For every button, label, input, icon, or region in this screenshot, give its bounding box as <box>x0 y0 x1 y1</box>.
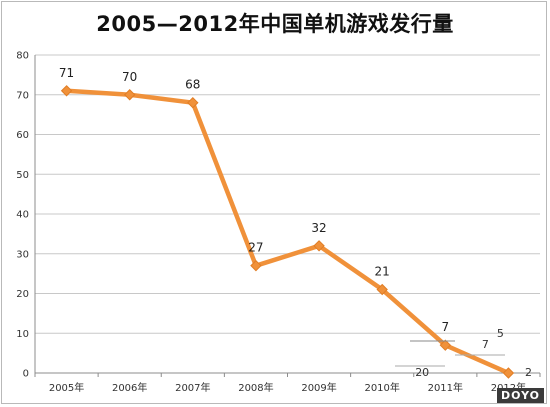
y-tick-label: 0 <box>23 369 29 380</box>
data-label: 27 <box>248 241 263 255</box>
x-tick-label: 2006年 <box>112 381 147 394</box>
y-tick-label: 10 <box>16 329 29 340</box>
y-tick-label: 40 <box>16 210 29 221</box>
data-label: 32 <box>311 221 326 235</box>
overlay-label: 5 <box>497 327 504 340</box>
series-line <box>64 88 511 376</box>
y-tick-label: 20 <box>16 289 29 300</box>
data-labels: 71 70 68 27 32 21 7 <box>59 66 449 334</box>
x-tick-label: 2010年 <box>364 381 399 394</box>
chart-title: 2005—2012年中国单机游戏发行量 <box>96 12 454 36</box>
y-tick-label: 80 <box>16 51 29 62</box>
x-tick-labels: 2005年2006年2007年2008年2009年2010年2011年2012年 <box>49 381 526 394</box>
overlay-label: 2 <box>525 366 532 379</box>
data-label: 68 <box>185 78 200 92</box>
axes <box>34 55 541 377</box>
y-tick-label: 60 <box>16 130 29 141</box>
gridlines <box>35 54 540 334</box>
y-tick-label: 70 <box>16 90 29 101</box>
x-tick-label: 2008年 <box>238 381 273 394</box>
data-label: 70 <box>122 70 137 84</box>
data-point <box>376 283 388 296</box>
x-tick-label: 2007年 <box>175 381 210 394</box>
data-point <box>502 367 515 379</box>
watermark-logo: DOYO <box>496 388 544 403</box>
y-tick-label: 30 <box>16 249 29 260</box>
x-tick-label: 2009年 <box>301 381 336 394</box>
x-tick-label: 2005年 <box>49 381 84 394</box>
data-label: 7 <box>441 320 449 334</box>
data-point <box>60 85 73 97</box>
data-point <box>313 240 325 252</box>
data-point <box>123 89 136 101</box>
overlay-label: 20 <box>415 366 429 379</box>
data-point <box>250 259 262 272</box>
x-tick-label: 2011年 <box>428 381 463 394</box>
data-label: 21 <box>375 265 390 279</box>
data-points <box>60 85 515 379</box>
y-tick-labels: 0 10 20 30 40 50 60 70 80 <box>16 51 29 380</box>
y-tick-label: 50 <box>16 170 29 181</box>
data-point <box>439 339 452 351</box>
data-point <box>187 96 199 109</box>
overlay-label: 7 <box>482 338 489 351</box>
data-label: 71 <box>59 66 74 80</box>
overlay-annotations: 20 57 2 <box>395 327 532 379</box>
series-line-path <box>64 88 511 376</box>
